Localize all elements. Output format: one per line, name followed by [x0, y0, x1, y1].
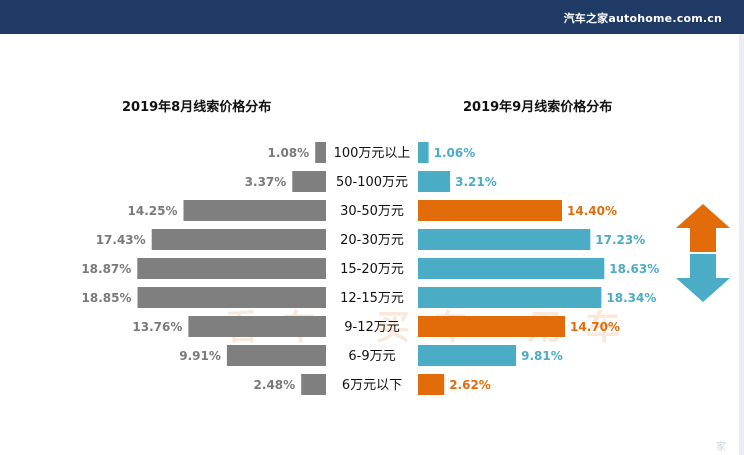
- down-arrow-icon: [676, 254, 730, 302]
- category-labels: 100万元以上 50-100万元 30-50万元 20-30万元 15-20万元 12-1…: [334, 146, 411, 393]
- category-label: 20-30万元: [340, 233, 404, 248]
- left-value-label: 1.08%: [268, 146, 310, 160]
- category-label: 30-50万元: [340, 204, 404, 219]
- right-value-label: 3.21%: [455, 175, 497, 189]
- category-label: 100万元以上: [334, 146, 411, 161]
- left-bar: [292, 171, 326, 192]
- left-bar: [183, 200, 326, 221]
- left-bar: [301, 374, 326, 395]
- category-label: 9-12万元: [344, 320, 400, 335]
- right-bar: [418, 142, 429, 163]
- right-value-label: 18.34%: [606, 291, 656, 305]
- right-bars: [418, 142, 605, 395]
- left-value-label: 2.48%: [254, 378, 296, 392]
- header-bar: 汽车之家autohome.com.cn: [0, 0, 744, 34]
- left-value-label: 9.91%: [179, 349, 221, 363]
- category-label: 6万元以下: [342, 378, 402, 393]
- right-bar: [418, 229, 591, 250]
- right-value-label: 1.06%: [434, 146, 476, 160]
- left-bar: [188, 316, 326, 337]
- category-label: 15-20万元: [340, 262, 404, 277]
- right-bar: [418, 258, 605, 279]
- right-edge-strip: [739, 34, 744, 455]
- right-chart-title: 2019年9月线索价格分布: [463, 100, 613, 115]
- left-bar: [151, 229, 326, 250]
- right-bar: [418, 287, 602, 308]
- left-value-label: 3.37%: [245, 175, 287, 189]
- right-bar: [418, 316, 565, 337]
- left-bar: [226, 345, 326, 366]
- right-value-label: 9.81%: [521, 349, 563, 363]
- left-value-label: 18.85%: [82, 291, 132, 305]
- left-value-label: 13.76%: [132, 320, 182, 334]
- left-bars: [137, 142, 326, 395]
- right-bar: [418, 345, 517, 366]
- left-bar: [315, 142, 326, 163]
- right-value-label: 14.70%: [570, 320, 620, 334]
- right-value-labels: 1.06% 3.21% 14.40% 17.23% 18.63% 18.34% 14.70%…: [434, 146, 660, 392]
- up-arrow-icon: [676, 204, 730, 252]
- right-value-label: 18.63%: [609, 262, 659, 276]
- left-value-label: 14.25%: [128, 204, 178, 218]
- category-label: 50-100万元: [336, 175, 408, 190]
- right-value-label: 17.23%: [595, 233, 645, 247]
- right-value-label: 14.40%: [567, 204, 617, 218]
- corner-watermark: 家: [716, 442, 726, 452]
- left-value-label: 17.43%: [96, 233, 146, 247]
- left-chart-title: 2019年8月线索价格分布: [122, 100, 272, 115]
- left-bar: [137, 258, 326, 279]
- right-value-label: 2.62%: [449, 378, 491, 392]
- brand-logo-text: 汽车之家autohome.com.cn: [563, 12, 722, 25]
- left-value-label: 18.87%: [81, 262, 131, 276]
- right-bar: [418, 171, 451, 192]
- category-label: 6-9万元: [348, 349, 395, 364]
- category-label: 12-15万元: [340, 291, 404, 306]
- left-bar: [137, 287, 326, 308]
- right-bar: [418, 200, 562, 221]
- right-bar: [418, 374, 445, 395]
- trend-arrows: [676, 204, 730, 302]
- left-value-labels: 1.08% 3.37% 14.25% 17.43% 18.87% 18.85% 13.76%…: [81, 146, 309, 392]
